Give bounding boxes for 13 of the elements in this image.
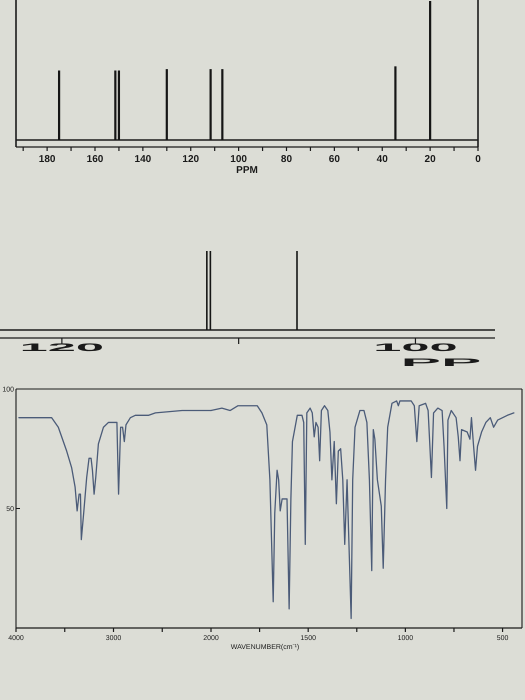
x-tick-label: 160 (86, 154, 104, 165)
x-tick-label: 120 (20, 341, 104, 354)
x-axis-title: PP (400, 356, 482, 369)
x-tick-label: 20 (424, 154, 436, 165)
x-tick-label: 40 (376, 154, 388, 165)
x-tick-label: 140 (134, 154, 152, 165)
x-tick-label: 180 (38, 154, 56, 165)
x-tick-label: 0 (475, 154, 482, 165)
x-axis-title: PPM (236, 165, 258, 176)
x-tick-label: 100 (230, 154, 248, 165)
x-tick-label: 80 (280, 154, 292, 165)
x-tick-label: 120 (182, 154, 200, 165)
x-tick-label: 60 (328, 154, 340, 165)
